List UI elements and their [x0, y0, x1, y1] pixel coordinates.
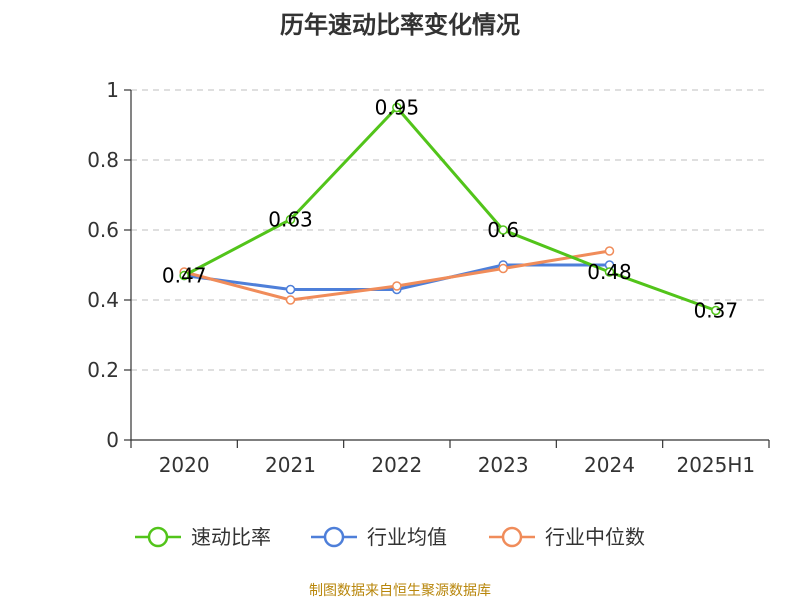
- data-point[interactable]: [392, 102, 402, 113]
- data-label: 0.63: [268, 208, 313, 232]
- data-point[interactable]: [179, 270, 189, 281]
- source-note: 制图数据来自恒生聚源数据库: [309, 583, 491, 599]
- legend-marker: [147, 526, 169, 548]
- data-point[interactable]: [604, 246, 615, 256]
- series-lines: [179, 102, 721, 316]
- grid-lines: [131, 89, 769, 371]
- x-tick-label: 2025H1: [676, 453, 755, 477]
- axes: 0 0.2 0.4 0.6 0.8 1 2020 2021 2022 2023 2024 2025H1: [87, 78, 770, 477]
- y-tick-label: 0.8: [87, 148, 119, 172]
- data-point[interactable]: [285, 295, 296, 305]
- x-tick-label: 2020: [159, 453, 210, 477]
- data-point[interactable]: [285, 284, 296, 295]
- y-tick-label: 1: [106, 78, 119, 102]
- data-point[interactable]: [392, 281, 402, 291]
- data-point[interactable]: [498, 225, 508, 235]
- legend-marker: [323, 526, 345, 548]
- chart-title: 历年速动比率变化情况: [280, 11, 520, 39]
- y-tick-label: 0.6: [87, 218, 119, 242]
- data-label: 0.48: [587, 260, 632, 284]
- data-labels: 0.47 0.63 0.95 0.6 0.48 0.37: [162, 96, 738, 323]
- y-tick-label: 0.2: [87, 358, 119, 382]
- data-label: 0.6: [487, 218, 519, 242]
- data-point[interactable]: [285, 214, 296, 225]
- legend-item[interactable]: 行业中位数: [489, 525, 645, 549]
- data-point[interactable]: [711, 305, 721, 316]
- legend-item[interactable]: 速动比率: [135, 525, 271, 549]
- data-point[interactable]: [498, 263, 508, 274]
- data-label: 0.37: [694, 299, 739, 323]
- legend-label: 行业均值: [367, 525, 447, 549]
- legend-marker: [501, 526, 523, 548]
- data-label: 0.47: [162, 264, 207, 288]
- y-tick-label: 0: [106, 428, 119, 452]
- x-tick-label: 2023: [478, 453, 529, 477]
- data-label: 0.95: [375, 96, 420, 120]
- x-tick-label: 2022: [371, 453, 422, 477]
- series-line-0: [183, 106, 717, 312]
- legend-label: 速动比率: [191, 525, 271, 549]
- data-point[interactable]: [604, 267, 615, 277]
- x-tick-label: 2024: [584, 453, 635, 477]
- y-tick-label: 0.4: [87, 288, 119, 312]
- legend-item[interactable]: 行业均值: [311, 525, 447, 549]
- x-tick-label: 2021: [265, 453, 316, 477]
- legend[interactable]: 速动比率 行业均值 行业中位数: [135, 525, 645, 549]
- legend-label: 行业中位数: [545, 525, 645, 549]
